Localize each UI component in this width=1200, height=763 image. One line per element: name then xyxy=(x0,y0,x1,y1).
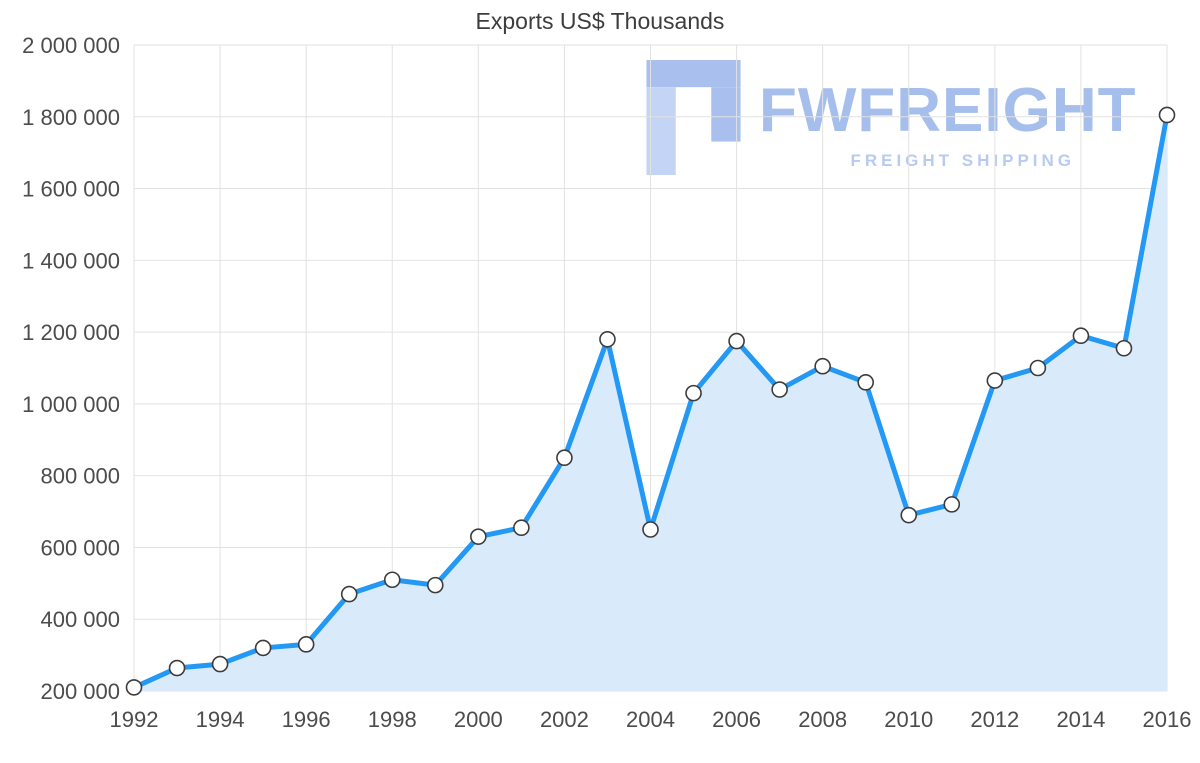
x-axis-tick-label: 1994 xyxy=(196,707,245,732)
y-axis-tick-label: 200 000 xyxy=(40,679,120,704)
data-point[interactable] xyxy=(426,576,444,594)
x-axis-tick-label: 1996 xyxy=(282,707,331,732)
data-point[interactable] xyxy=(728,332,745,350)
x-axis-tick-label: 2008 xyxy=(798,707,847,732)
data-point[interactable] xyxy=(900,506,918,524)
x-axis-tick-label: 2014 xyxy=(1056,707,1105,732)
y-axis-tick-label: 1 200 000 xyxy=(22,320,120,345)
x-axis-tick-label: 2016 xyxy=(1143,707,1192,732)
data-point[interactable] xyxy=(470,528,487,545)
data-point[interactable] xyxy=(383,571,401,589)
data-point[interactable] xyxy=(599,330,616,348)
y-axis-tick-label: 1 400 000 xyxy=(22,248,120,273)
x-axis-tick-label: 1998 xyxy=(368,707,417,732)
x-axis-tick-label: 2004 xyxy=(626,707,675,732)
data-point[interactable] xyxy=(1158,106,1176,124)
y-axis-tick-label: 400 000 xyxy=(40,607,120,632)
data-point[interactable] xyxy=(943,496,961,513)
x-axis-tick-label: 2002 xyxy=(540,707,589,732)
data-point[interactable] xyxy=(857,374,875,391)
data-point[interactable] xyxy=(1115,339,1133,357)
y-axis-tick-label: 800 000 xyxy=(40,464,120,489)
watermark-tagline-text: FREIGHT SHIPPING xyxy=(850,151,1076,170)
data-point[interactable] xyxy=(642,521,659,538)
data-point[interactable] xyxy=(1072,327,1090,345)
watermark-text-block: FWFREIGHT FREIGHT SHIPPING xyxy=(759,80,1137,171)
data-point[interactable] xyxy=(685,384,702,402)
data-point[interactable] xyxy=(771,381,788,398)
data-point[interactable] xyxy=(254,639,272,657)
x-axis-tick-label: 2006 xyxy=(712,707,761,732)
y-axis-tick-label: 1 800 000 xyxy=(22,105,120,130)
y-axis-tick-label: 1 600 000 xyxy=(22,177,120,202)
x-axis-tick-label: 1992 xyxy=(110,707,159,732)
data-point[interactable] xyxy=(168,659,186,677)
y-axis-tick-label: 600 000 xyxy=(40,535,120,560)
y-axis-tick-label: 1 000 000 xyxy=(22,392,120,417)
data-point[interactable] xyxy=(211,655,229,673)
data-point[interactable] xyxy=(340,585,358,603)
data-point[interactable] xyxy=(986,372,1004,389)
x-axis-tick-label: 2010 xyxy=(884,707,933,732)
area-fill xyxy=(134,114,1167,691)
data-point[interactable] xyxy=(297,636,315,653)
watermark-brand-text: FWFREIGHT xyxy=(759,76,1137,145)
data-point[interactable] xyxy=(556,449,573,467)
chart-title: Exports US$ Thousands xyxy=(475,8,725,34)
y-axis-tick-label: 2 000 000 xyxy=(22,33,120,58)
x-axis-tick-label: 2012 xyxy=(970,707,1019,732)
x-axis-tick-label: 2000 xyxy=(454,707,503,732)
data-point[interactable] xyxy=(814,357,831,375)
fwfreight-logo-icon xyxy=(646,60,741,175)
data-point[interactable] xyxy=(1029,359,1047,377)
data-point[interactable] xyxy=(513,519,530,537)
data-point[interactable] xyxy=(125,679,143,696)
fwfreight-watermark: FWFREIGHT FREIGHT SHIPPING xyxy=(646,60,1137,175)
